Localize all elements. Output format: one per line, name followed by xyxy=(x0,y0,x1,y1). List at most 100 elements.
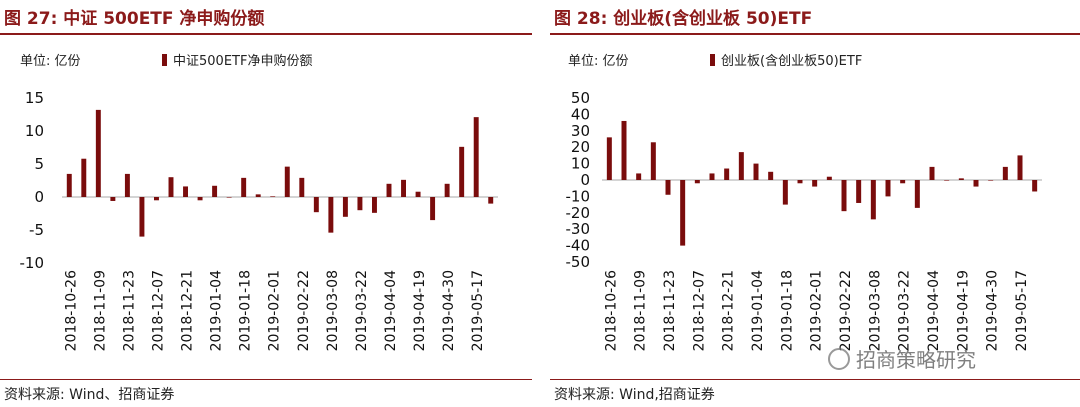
source-rule xyxy=(550,379,1080,380)
bar-chart-500etf: 15 10 5 0 -5 -10 2018-10-26 2018-11-09 2018-11-2… xyxy=(20,89,498,351)
bar xyxy=(636,173,642,180)
x-tick-label: 2019-05-17 xyxy=(470,270,486,351)
y-tick-label: -40 xyxy=(566,237,591,255)
x-tick-label: 2018-11-09 xyxy=(633,270,649,351)
bar xyxy=(299,177,305,197)
bar xyxy=(753,163,759,180)
x-tick-label: 2019-02-01 xyxy=(809,270,825,351)
x-tick-label: 2019-04-04 xyxy=(383,270,399,351)
bar xyxy=(782,180,788,205)
chart-title: 图 28: 创业板(含创业板 50)ETF xyxy=(554,9,813,29)
watermark-text: 招商策略研究 xyxy=(856,348,976,372)
legend-label: 创业板(含创业板50)ETF xyxy=(721,54,863,69)
bar xyxy=(110,197,116,201)
x-tick-label: 2018-12-07 xyxy=(150,270,166,351)
x-tick-label: 2018-12-21 xyxy=(180,270,196,351)
bar xyxy=(870,180,876,220)
bar xyxy=(444,183,450,197)
bar xyxy=(430,197,436,221)
y-tick-label: 30 xyxy=(571,122,590,140)
x-tick-label: 2019-02-22 xyxy=(838,270,854,351)
y-tick-label: 0 xyxy=(34,188,44,206)
bar xyxy=(488,197,494,204)
x-tick-label: 2019-04-04 xyxy=(926,270,942,351)
bar xyxy=(473,117,479,197)
bar xyxy=(401,179,406,197)
bar xyxy=(386,183,392,197)
source-rule xyxy=(0,379,532,380)
bar xyxy=(95,109,101,197)
bar xyxy=(139,197,145,237)
bar xyxy=(81,158,87,197)
bar xyxy=(226,197,232,198)
y-tick-label: -50 xyxy=(566,253,591,271)
bar xyxy=(183,186,188,197)
legend-label: 中证500ETF净申购份额 xyxy=(173,54,313,69)
x-tick-label: 2019-04-19 xyxy=(412,270,428,351)
bar xyxy=(66,173,72,197)
bar xyxy=(606,137,612,180)
bar xyxy=(342,197,348,217)
bar xyxy=(988,180,994,181)
bar xyxy=(650,142,656,180)
title-rule xyxy=(0,33,532,35)
bar xyxy=(914,180,920,208)
y-tick-label: 10 xyxy=(25,122,44,140)
y-tick-label: -30 xyxy=(566,220,591,238)
bar xyxy=(1017,155,1023,180)
bar xyxy=(255,194,261,197)
x-tick-label: 2019-04-30 xyxy=(441,270,457,351)
x-tick-label: 2018-11-23 xyxy=(121,270,137,351)
bar xyxy=(812,180,818,187)
bar xyxy=(885,180,891,197)
source-note: 资料来源: Wind、招商证券 xyxy=(4,387,175,403)
y-tick-label: 10 xyxy=(571,155,590,173)
y-tick-label: -5 xyxy=(29,221,44,239)
x-tick-label: 2019-01-04 xyxy=(209,270,225,351)
x-tick-label: 2018-11-09 xyxy=(92,270,108,351)
unit-label: 单位: 亿份 xyxy=(20,54,81,69)
x-tick-label: 2018-10-26 xyxy=(603,270,619,351)
bar xyxy=(357,197,363,211)
bar xyxy=(768,171,774,180)
bar xyxy=(665,180,671,195)
wechat-icon xyxy=(828,348,850,370)
bar xyxy=(973,180,979,187)
y-tick-label: 5 xyxy=(34,155,44,173)
bar xyxy=(694,180,700,184)
bar xyxy=(284,166,290,197)
bar xyxy=(929,166,935,180)
y-tick-label: 20 xyxy=(571,138,590,156)
bar xyxy=(270,196,276,197)
x-tick-label: 2019-03-22 xyxy=(354,270,370,351)
bar xyxy=(958,178,964,180)
x-tick-label: 2019-01-18 xyxy=(779,270,795,351)
bar xyxy=(738,152,744,180)
legend-swatch xyxy=(710,54,715,66)
bar xyxy=(241,177,247,197)
x-tick-label: 2018-12-21 xyxy=(721,270,737,351)
legend: 创业板(含创业板50)ETF xyxy=(710,50,862,69)
x-tick-label: 2018-12-07 xyxy=(691,270,707,351)
bar xyxy=(900,180,906,184)
bar xyxy=(709,173,715,180)
x-tick-label: 2019-03-08 xyxy=(867,270,883,351)
y-tick-label: -10 xyxy=(20,254,45,272)
bar xyxy=(168,177,174,197)
y-tick-label: 40 xyxy=(571,105,590,123)
bar xyxy=(826,176,832,180)
x-tick-label: 2019-02-22 xyxy=(296,270,312,351)
bar xyxy=(415,191,421,197)
legend: 中证500ETF净申购份额 xyxy=(162,50,312,69)
watermark: 招商策略研究 xyxy=(828,344,976,373)
bar xyxy=(313,197,319,213)
x-tick-label: 2018-10-26 xyxy=(63,270,79,351)
source-note: 资料来源: Wind,招商证券 xyxy=(554,387,715,403)
bar xyxy=(680,180,686,246)
bar xyxy=(621,120,627,180)
bar xyxy=(856,180,862,203)
x-tick-label: 2019-03-22 xyxy=(897,270,913,351)
bar xyxy=(797,180,803,184)
bar xyxy=(154,197,159,201)
